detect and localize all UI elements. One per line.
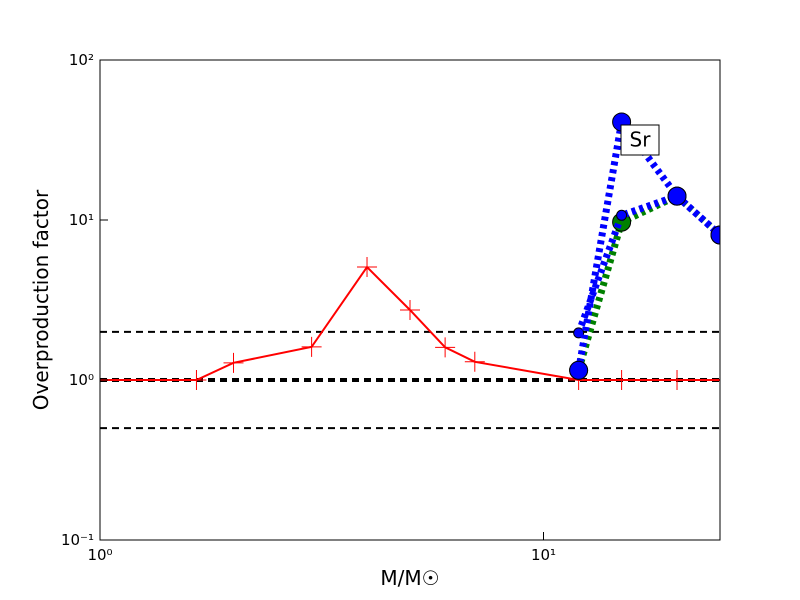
- marker: [223, 352, 244, 373]
- series-line: [575, 113, 720, 371]
- marker: [569, 360, 589, 380]
- series-line: [100, 265, 720, 381]
- annotation: Sr: [630, 128, 652, 152]
- marker: [667, 186, 687, 206]
- marker: [357, 257, 378, 278]
- marker: [710, 225, 720, 245]
- series-line: [575, 192, 720, 335]
- y-tick-label: 10²: [69, 51, 94, 69]
- x-tick-label: 10¹: [531, 546, 556, 564]
- marker: [301, 336, 322, 357]
- axes-frame: [99, 59, 721, 541]
- x-tick-label: 10⁰: [87, 546, 112, 564]
- y-tick-label: 10¹: [69, 211, 94, 229]
- series-line: [575, 191, 720, 372]
- annotation-box: [620, 124, 660, 156]
- marker: [400, 299, 420, 320]
- marker: [435, 337, 456, 358]
- marker: [616, 209, 628, 221]
- y-tick-label: 10⁻¹: [61, 531, 94, 549]
- marker: [710, 370, 720, 390]
- y-tick-label: 10⁰: [69, 371, 94, 389]
- marker: [611, 370, 632, 390]
- y-axis-label: Overproduction factor: [29, 189, 53, 410]
- marker: [667, 370, 688, 390]
- plot-area: [100, 112, 720, 430]
- marker: [464, 351, 485, 372]
- marker: [186, 370, 207, 390]
- x-axis-label: M/M☉: [380, 566, 439, 590]
